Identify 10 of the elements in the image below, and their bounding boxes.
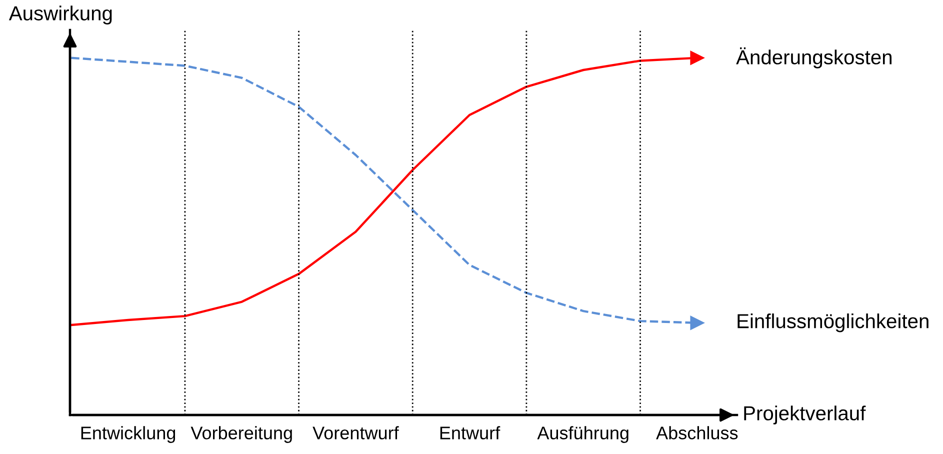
series-label: Änderungskosten xyxy=(736,47,892,68)
series-label: Einflussmöglichkeiten xyxy=(738,313,928,332)
x-axis-title: Projektverlauf xyxy=(744,406,866,424)
x-tick-label: Vorbereitung xyxy=(190,426,292,443)
x-tick-label: Ausführung xyxy=(537,426,628,443)
x-tick-label: Abschluss xyxy=(656,426,738,440)
y-axis-title: Auswirkung xyxy=(8,6,112,24)
x-tick-label: Entwicklung xyxy=(81,426,176,443)
x-tick-label: Vorentwurf xyxy=(312,426,399,440)
x-tick-label: Entwurf xyxy=(440,426,500,440)
